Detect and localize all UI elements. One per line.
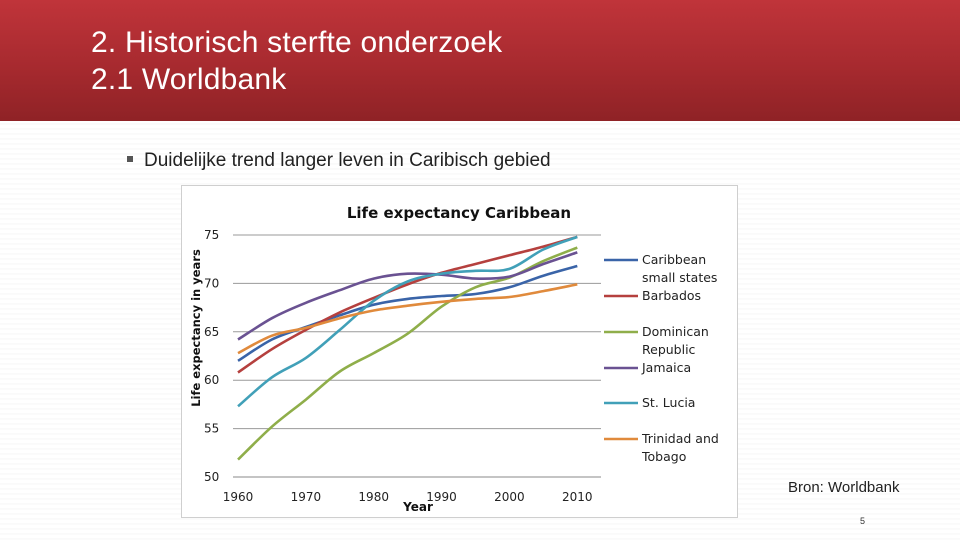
x-axis-label: Year (402, 500, 433, 514)
bullet-point: Duidelijke trend langer leven in Caribis… (127, 150, 551, 172)
x-tick-label: 1970 (291, 490, 322, 504)
series-line-barbados (237, 235, 578, 374)
series-line-st-lucia (237, 235, 578, 408)
gridlines (233, 234, 601, 478)
axis-ticks: 50 55 60 65 70 75 1960 1970 1980 1990 2000 2010 (204, 228, 593, 504)
series-line-dominican-republic (237, 246, 578, 461)
series-lines (237, 235, 578, 461)
legend-label-caribbean-small-states: Caribbean small states (642, 252, 717, 285)
y-tick-label: 50 (204, 470, 219, 484)
y-tick-label: 55 (204, 422, 219, 436)
x-tick-label: 1990 (426, 490, 457, 504)
slide-title-line-1: 2. Historisch sterfte onderzoek (91, 26, 503, 59)
y-tick-label: 70 (204, 276, 219, 290)
page-number: 5 (860, 516, 866, 526)
slide-title-line-2: 2.1 Worldbank (91, 63, 287, 96)
y-tick-label: 60 (204, 373, 219, 387)
x-tick-label: 1960 (223, 490, 254, 504)
x-tick-label: 1980 (358, 490, 389, 504)
series-line-jamaica (237, 251, 578, 341)
slide-title: 2. Historisch sterfte onderzoek 2.1 Worl… (91, 24, 502, 98)
bullet-square-icon (127, 155, 133, 162)
legend-label-st-lucia: St. Lucia (642, 395, 695, 410)
legend-label-dominican-republic: Dominican Republic (642, 324, 709, 357)
bullet-text: Duidelijke trend langer leven in Caribis… (144, 150, 551, 171)
line-chart: Life expectancy Caribbean Life expectanc… (189, 204, 719, 514)
slide-header: 2. Historisch sterfte onderzoek 2.1 Worl… (0, 0, 960, 121)
series-line-trinidad-and-tobago (237, 283, 578, 355)
x-tick-label: 2010 (562, 490, 593, 504)
legend-label-trinidad-and-tobago: Trinidad and Tobago (641, 431, 719, 464)
chart-container: Life expectancy Caribbean Life expectanc… (181, 185, 738, 518)
x-tick-label: 2000 (494, 490, 525, 504)
y-tick-label: 65 (204, 325, 219, 339)
source-note: Bron: Worldbank (788, 479, 900, 496)
y-axis-label: Life expectancy in years (189, 249, 203, 407)
chart-title: Life expectancy Caribbean (347, 204, 571, 222)
legend-label-barbados: Barbados (642, 288, 701, 303)
legend-label-jamaica: Jamaica (641, 360, 691, 375)
y-tick-label: 75 (204, 228, 219, 242)
legend: Caribbean small states Barbados Dominican Re… (604, 252, 719, 464)
